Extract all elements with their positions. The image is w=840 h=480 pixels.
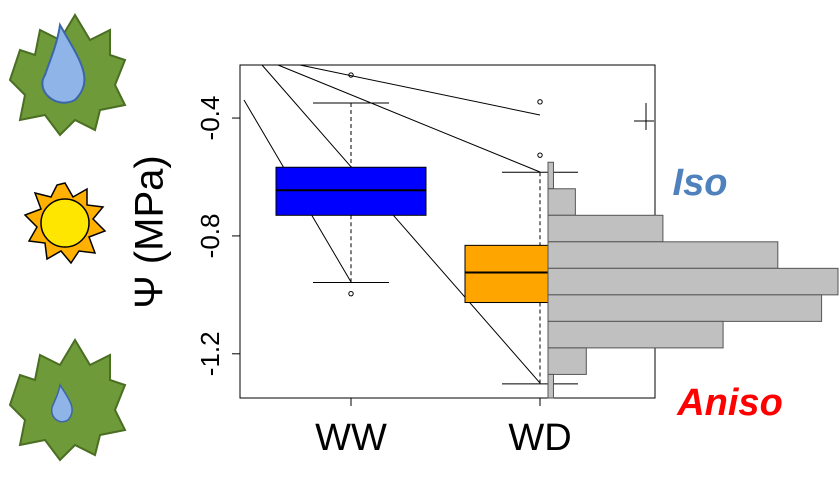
icons [8, 13, 127, 462]
histogram-bar [547, 320, 724, 349]
y-tick-label: -0.8 [195, 214, 225, 259]
y-tick-label: -0.4 [195, 96, 225, 141]
box [275, 166, 427, 216]
x-tick-label: WW [315, 417, 387, 459]
annotation: Iso [673, 162, 728, 204]
y-tick-label: -1.2 [195, 331, 225, 376]
histogram-bar [547, 241, 779, 269]
outlier [537, 99, 543, 105]
histogram-bar [547, 347, 587, 375]
histogram-bar [547, 267, 839, 296]
leaf-icon [8, 338, 127, 462]
histogram-bar [547, 161, 554, 190]
histogram-bar [547, 188, 576, 216]
outlier [348, 290, 354, 297]
histogram-bar [547, 294, 823, 322]
histogram-bar [547, 214, 664, 243]
leaf-icon [8, 13, 127, 137]
outlier [348, 72, 354, 78]
outlier [537, 152, 543, 158]
sun-icon [23, 182, 107, 265]
annotation: Aniso [676, 382, 783, 424]
histogram-bar [547, 373, 554, 399]
y-axis-label: Ψ (MPa) [128, 155, 172, 308]
x-tick-label: WD [508, 417, 571, 459]
